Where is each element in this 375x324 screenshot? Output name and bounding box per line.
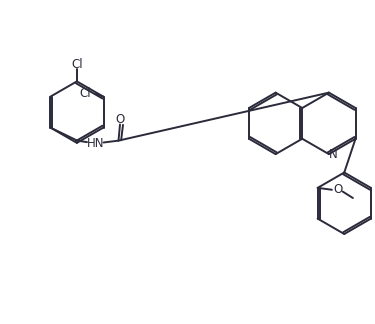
Text: O: O [333,183,342,196]
Text: Cl: Cl [80,87,92,100]
Text: HN: HN [87,137,104,150]
Text: Cl: Cl [71,58,83,71]
Text: O: O [116,113,125,126]
Text: N: N [329,148,338,161]
